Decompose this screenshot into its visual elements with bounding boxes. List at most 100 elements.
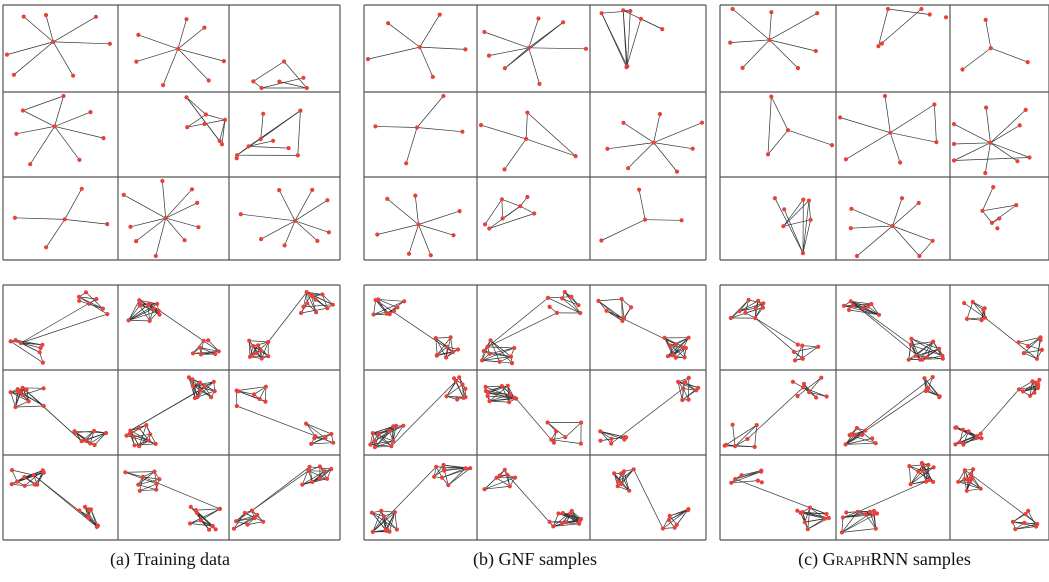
graph-grid-panel-2-block-1 <box>720 285 1049 540</box>
graph-node <box>767 38 771 42</box>
graph-cell <box>729 469 831 532</box>
graph-node <box>185 125 189 129</box>
graph-node <box>667 518 671 522</box>
graph-node <box>22 475 26 479</box>
graph-node <box>560 521 564 525</box>
graph-node <box>880 41 884 45</box>
graph-node <box>441 94 445 98</box>
graph-node <box>584 47 588 51</box>
graph-edge <box>488 347 515 348</box>
graph-cell <box>605 112 704 174</box>
graph-node <box>909 343 913 347</box>
graph-node <box>844 510 848 514</box>
graph-node <box>184 95 188 99</box>
graph-node <box>628 9 632 13</box>
graph-edge <box>295 190 312 221</box>
graph-node <box>627 489 631 493</box>
graph-node <box>938 394 942 398</box>
graph-node <box>202 122 206 126</box>
graph-node <box>931 239 935 243</box>
graph-edge <box>600 431 626 437</box>
graph-node <box>155 482 159 486</box>
graph-node <box>325 198 329 202</box>
graph-node <box>201 339 205 343</box>
graph-node <box>298 109 302 113</box>
graph-edge <box>387 199 418 225</box>
graph-edge <box>529 48 586 49</box>
graph-edge <box>241 214 295 221</box>
graph-edge <box>162 181 165 218</box>
graph-cell <box>980 185 1018 230</box>
graph-node <box>83 505 87 509</box>
graph-node <box>598 429 602 433</box>
graph-node <box>756 479 760 483</box>
graph-node <box>154 254 158 258</box>
graph-node <box>1034 524 1038 528</box>
graph-node <box>971 300 975 304</box>
graph-node <box>1040 348 1044 352</box>
graph-node <box>561 511 565 515</box>
graph-edge <box>237 387 266 391</box>
graph-edge <box>55 112 91 126</box>
graph-node <box>387 429 391 433</box>
graph-edge <box>982 205 1016 211</box>
graph-node <box>164 216 168 220</box>
graph-edge <box>375 126 417 127</box>
graph-node <box>605 147 609 151</box>
graph-grid-panel-2-block-0 <box>720 5 1049 260</box>
graph-node <box>610 437 614 441</box>
graph-node <box>483 222 487 226</box>
graph-node <box>747 298 751 302</box>
graph-node <box>308 465 312 469</box>
graph-node <box>579 517 583 521</box>
graph-node <box>248 355 252 359</box>
graph-edge <box>985 318 1037 359</box>
caption-training-data: (a) Training data <box>0 549 340 570</box>
graph-node <box>10 468 14 472</box>
graph-edge <box>252 467 310 511</box>
graph-node <box>872 509 876 513</box>
graph-node <box>451 233 455 237</box>
graph-node <box>920 461 924 465</box>
graph-node <box>451 350 455 354</box>
graph-node <box>372 312 376 316</box>
graph-node <box>827 516 831 520</box>
graph-edge <box>893 226 920 256</box>
graph-edge <box>602 13 627 67</box>
graph-node <box>944 15 948 19</box>
graph-edge <box>598 299 621 301</box>
graph-node <box>800 344 804 348</box>
graph-node <box>325 477 329 481</box>
graph-node <box>376 297 380 301</box>
graph-edge <box>46 15 53 42</box>
graph-cell <box>842 299 945 362</box>
graph-node <box>487 352 491 356</box>
graph-node <box>724 443 728 447</box>
graph-edge <box>124 195 166 218</box>
graph-node <box>368 443 372 447</box>
graph-node <box>402 299 406 303</box>
graph-edge <box>990 143 1029 158</box>
graph-cell <box>482 468 583 529</box>
graph-node <box>370 511 374 515</box>
graph-node <box>372 439 376 443</box>
graph-cell <box>838 94 939 165</box>
graph-node <box>801 357 805 361</box>
graph-node <box>482 30 486 34</box>
graph-node <box>498 360 502 364</box>
graph-node <box>401 424 405 428</box>
graph-node <box>1028 394 1032 398</box>
graph-node <box>323 469 327 473</box>
graph-node <box>687 398 691 402</box>
graph-edge <box>252 471 309 511</box>
graph-node <box>132 443 136 447</box>
graph-node <box>432 475 436 479</box>
graph-edge <box>261 221 295 239</box>
graph-cell <box>14 94 105 166</box>
graph-node <box>937 347 941 351</box>
graph-node <box>840 530 844 534</box>
graph-edge <box>187 97 206 114</box>
graph-node <box>819 376 823 380</box>
graph-node <box>848 433 852 437</box>
graph-edge <box>768 97 771 155</box>
